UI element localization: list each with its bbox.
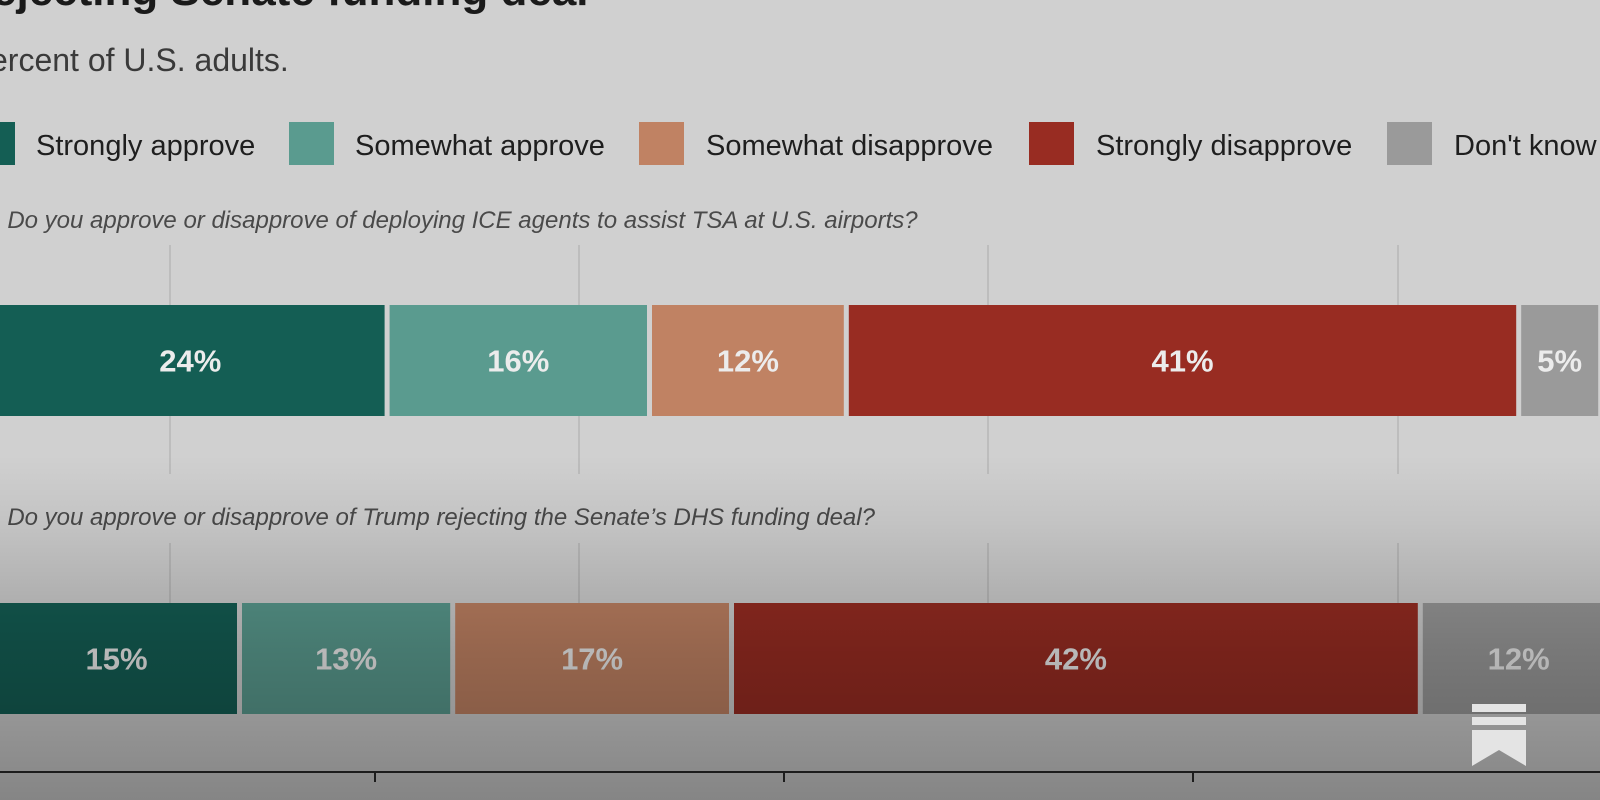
bar-value-label: 24% <box>159 344 221 379</box>
bar-segment <box>455 603 729 714</box>
legend-label-somewhat-disapprove: Somewhat disapprove <box>706 130 993 162</box>
chart-subtitle: ercent of U.S. adults. <box>0 42 289 78</box>
legend: Strongly approve Somewhat approve Somewh… <box>0 122 1598 165</box>
question-1-text: : Do you approve or disapprove of deploy… <box>0 207 918 234</box>
bar-segment <box>1521 305 1599 416</box>
bar-value-label: 41% <box>1151 344 1213 379</box>
question-2-text: : Do you approve or disapprove of Trump … <box>0 504 876 531</box>
legend-swatch-strongly-approve <box>0 122 15 165</box>
bookmark-icon[interactable] <box>1470 702 1528 768</box>
bar-value-label: 5% <box>1537 344 1582 379</box>
bar-value-label: 42% <box>1045 642 1107 677</box>
x-axis <box>0 771 1600 782</box>
legend-swatch-dont-know <box>1387 122 1432 165</box>
bar-value-label: 17% <box>561 642 623 677</box>
bar-value-label: 12% <box>717 344 779 379</box>
bar-segment <box>0 305 385 416</box>
bar-segment <box>0 603 237 714</box>
bar-value-label: 16% <box>487 344 549 379</box>
bar-segment <box>242 603 451 714</box>
bar-segment <box>1422 603 1600 714</box>
bar-segment <box>652 305 844 416</box>
legend-swatch-somewhat-approve <box>289 122 334 165</box>
bar-segment <box>848 305 1517 416</box>
bar-segment <box>734 603 1418 714</box>
legend-label-strongly-approve: Strongly approve <box>36 130 255 162</box>
bar-value-label: 13% <box>315 642 377 677</box>
legend-label-dont-know: Don't know <box>1454 130 1598 162</box>
legend-swatch-strongly-disapprove <box>1029 122 1074 165</box>
bar-value-label: 12% <box>1488 642 1550 677</box>
bar-segment <box>389 305 647 416</box>
legend-label-somewhat-approve: Somewhat approve <box>355 130 605 162</box>
chart-title: ejecting Senate funding deal <box>0 0 589 15</box>
legend-label-strongly-disapprove: Strongly disapprove <box>1096 130 1352 162</box>
legend-swatch-somewhat-disapprove <box>639 122 684 165</box>
bar-value-label: 15% <box>85 642 147 677</box>
bars: 24% 16% 12% 41% 5% 15% 13% 17% 42% 12% <box>0 305 1600 714</box>
